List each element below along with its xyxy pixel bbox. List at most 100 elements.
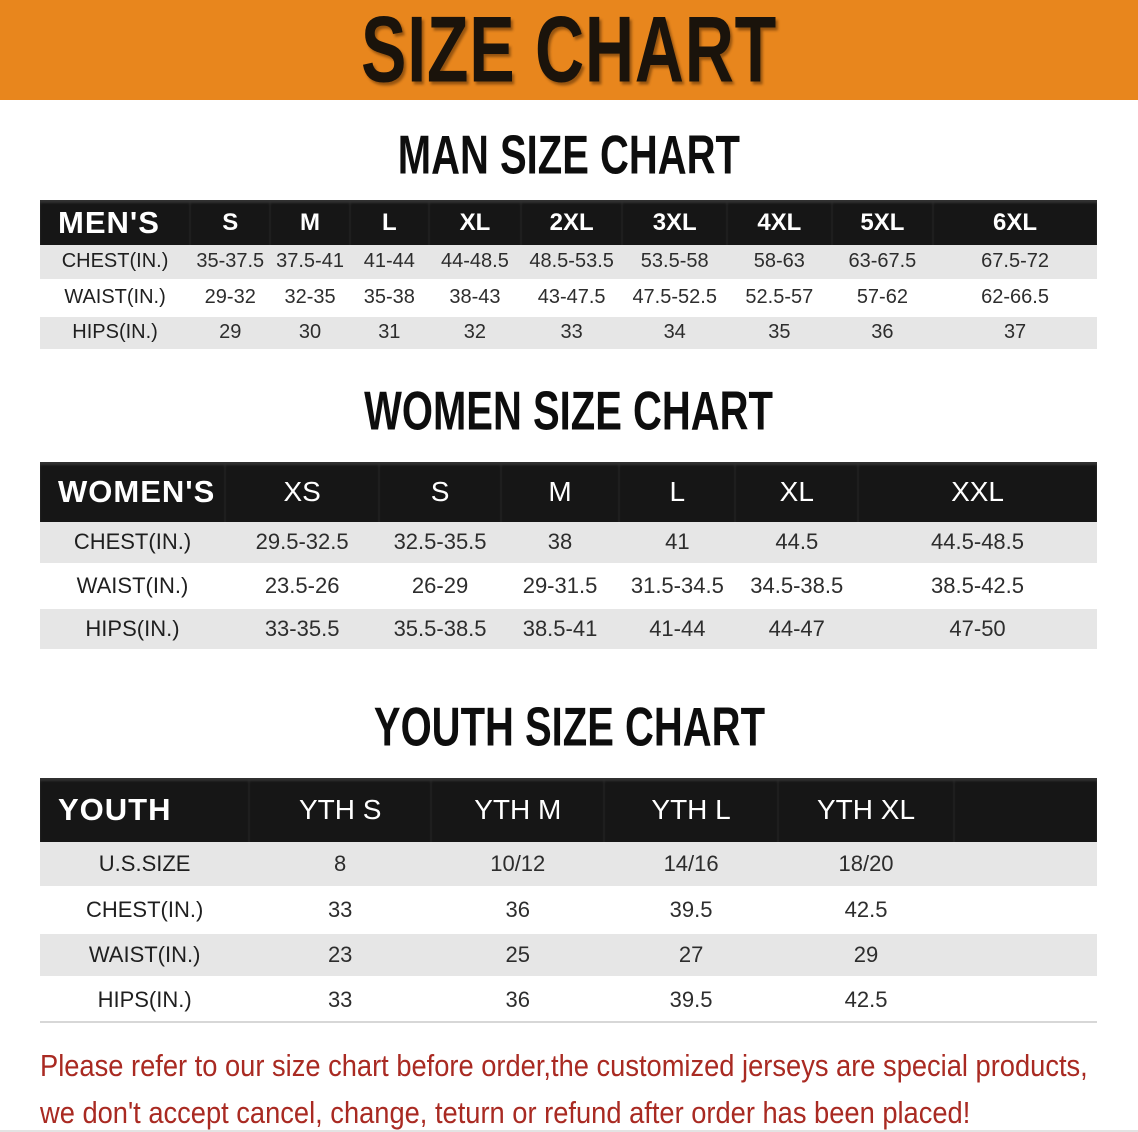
disclaimer-line-2: we don't accept cancel, change, teturn o… [40,1094,971,1130]
row-label: HIPS(IN.) [72,321,158,343]
table-corner-label: WOMEN'S [40,461,225,522]
size-value: 62-66.5 [981,286,1049,308]
size-value: 57-62 [856,286,908,308]
row-label: U.S.SIZE [98,850,191,876]
banner: SIZE CHART [0,0,1138,100]
size-value: 39.5 [669,986,713,1012]
size-value: 29-31.5 [522,573,598,598]
size-value: 8 [334,850,347,876]
womens-size-table: WOMEN'S XS S M L XL XXL CHEST(IN.) 29.5-32.5 32.5… [40,461,1097,653]
size-value: 31 [378,321,401,343]
youth-section-heading: YOUTH SIZE CHART [373,696,765,758]
size-value: 35-37.5 [196,250,265,273]
size-value: 37 [1003,321,1027,343]
disclaimer-line-1: Please refer to our size chart before or… [40,1048,1088,1083]
column-header: 6XL [933,200,1097,245]
column-header: 3XL [622,200,728,245]
table-row: CHEST(IN.) 33 36 39.5 42.5 [40,887,1097,932]
size-value: 32 [463,321,487,343]
column-header: YTH S [249,778,432,842]
size-value: 37.5-41 [276,250,344,273]
spacer-cell [954,778,1097,842]
size-value: 34 [663,321,686,343]
row-label: WAIST(IN.) [88,941,201,967]
size-value: 36 [871,321,894,343]
size-value: 35-38 [363,286,415,308]
size-value: 33 [327,986,353,1012]
table-row: CHEST(IN.) 35-37.5 37.5-41 41-44 44-48.5 48.5… [40,245,1097,280]
size-value: 47-50 [949,616,1006,641]
spacer-cell [954,932,1097,977]
spacer-cell [954,887,1097,932]
size-value: 33 [560,321,583,343]
section-youth: YOUTH SIZE CHART YOUTH YTH S YTH M YTH L YTH… [0,696,1138,1023]
row-label: WAIST(IN.) [76,573,189,598]
size-value: 52.5-57 [745,286,814,308]
row-label: CHEST(IN.) [61,250,169,273]
size-value: 67.5-72 [981,250,1049,273]
table-row: WAIST(IN.) 29-32 32-35 35-38 38-43 43-47.5 47.… [40,280,1097,315]
size-value: 41-44 [363,250,415,273]
column-header: 4XL [727,200,832,245]
size-value: 38-43 [449,286,501,308]
size-value: 47.5-52.5 [632,286,717,308]
banner-title: SIZE CHART [361,0,777,100]
size-value: 44-48.5 [441,250,509,273]
size-value: 43-47.5 [537,286,606,308]
section-womens: WOMEN SIZE CHART WOMEN'S XS S M L XL XXL CHEST(… [0,379,1138,653]
size-value: 33-35.5 [264,616,340,641]
column-header: M [270,200,350,245]
section-mens: MAN SIZE CHART MEN'S S M L XL 2XL 3XL 4XL 5XL 6XL… [0,128,1138,352]
mens-size-table: MEN'S S M L XL 2XL 3XL 4XL 5XL 6XL CHEST(IN.) 35-37… [40,200,1097,352]
size-value: 42.5 [844,896,888,922]
size-value: 39.5 [669,896,713,922]
column-header: L [619,461,736,522]
womens-section-heading: WOMEN SIZE CHART [364,379,774,442]
row-label: CHEST(IN.) [73,529,192,555]
table-header-row: YOUTH YTH S YTH M YTH L YTH XL [40,778,1097,842]
size-value: 32-35 [284,286,336,308]
size-value: 53.5-58 [640,250,709,273]
size-value: 26-29 [411,573,469,598]
size-chart-content: MAN SIZE CHART MEN'S S M L XL 2XL 3XL 4XL 5XL 6XL… [0,128,1138,1023]
size-value: 35 [768,321,791,343]
table-row: U.S.SIZE 8 10/12 14/16 18/20 [40,842,1097,887]
column-header: M [500,461,620,522]
row-label: WAIST(IN.) [64,286,166,308]
table-row: HIPS(IN.) 33-35.5 35.5-38.5 38.5-41 41-44 44-… [40,607,1097,651]
size-value: 31.5-34.5 [630,573,724,598]
table-corner-label: MEN'S [40,200,191,245]
size-value: 38.5-42.5 [931,573,1025,598]
size-value: 63-67.5 [848,250,917,273]
size-value: 38.5-41 [522,616,598,641]
size-value: 29 [853,941,879,967]
size-value: 44.5-48.5 [931,529,1025,555]
column-header: S [379,461,501,522]
size-value: 29 [219,321,242,343]
spacer-cell [954,977,1097,1022]
size-value: 23.5-26 [264,573,340,598]
column-header: YTH L [604,778,778,842]
size-value: 36 [505,896,530,922]
size-value: 48.5-53.5 [529,250,614,273]
table-header-row: WOMEN'S XS S M L XL XXL [40,461,1097,522]
size-value: 33 [327,896,353,922]
size-value: 35.5-38.5 [393,616,487,641]
table-header-row: MEN'S S M L XL 2XL 3XL 4XL 5XL 6XL [40,200,1097,245]
column-header: YTH XL [777,778,955,842]
size-value: 14/16 [663,850,719,876]
size-value: 38 [547,529,573,555]
size-value: 18/20 [838,850,894,876]
table-row: HIPS(IN.) 33 36 39.5 42.5 [40,977,1097,1022]
size-value: 29.5-32.5 [255,529,349,555]
table-row: WAIST(IN.) 23.5-26 26-29 29-31.5 31.5-34.5 34… [40,564,1097,608]
size-value: 34.5-38.5 [750,573,844,598]
youth-size-table: YOUTH YTH S YTH M YTH L YTH XL U.S.SIZE 8 10/12… [40,778,1097,1023]
disclaimer: Please refer to our size chart before or… [40,1043,1138,1130]
column-header: 5XL [831,200,934,245]
row-label: HIPS(IN.) [97,986,192,1012]
size-value: 44-47 [768,616,825,641]
column-header: L [349,200,429,245]
column-header: YTH M [431,778,605,842]
